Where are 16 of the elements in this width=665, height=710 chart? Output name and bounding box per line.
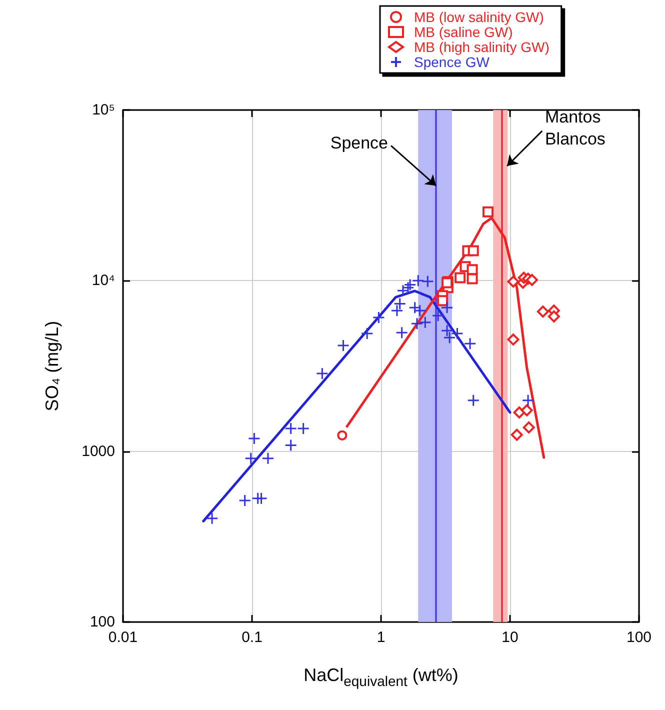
y-axis-title: SO₄ (mg/L)	[42, 320, 62, 412]
x-tick-label: 1	[376, 629, 386, 646]
y-tick-label: 10⁴	[92, 272, 115, 290]
y-tick-label: 1000	[82, 442, 115, 460]
x-tick-label: 0.1	[242, 629, 262, 646]
annotation: Spence	[330, 134, 388, 153]
y-tick-label: 100	[90, 614, 115, 630]
legend-label: MB (high salinity GW)	[414, 39, 550, 55]
y-tick-label: 10⁵	[92, 102, 115, 118]
x-tick-label: 10	[502, 629, 518, 646]
legend-label: MB (low salinity GW)	[414, 9, 544, 25]
x-tick-label: 0.01	[108, 629, 138, 646]
legend-label: MB (saline GW)	[414, 24, 513, 40]
x-tick-label: 100	[626, 629, 652, 646]
legend-label: Spence GW	[414, 54, 490, 70]
annotation: Mantos Blancos	[544, 108, 606, 149]
